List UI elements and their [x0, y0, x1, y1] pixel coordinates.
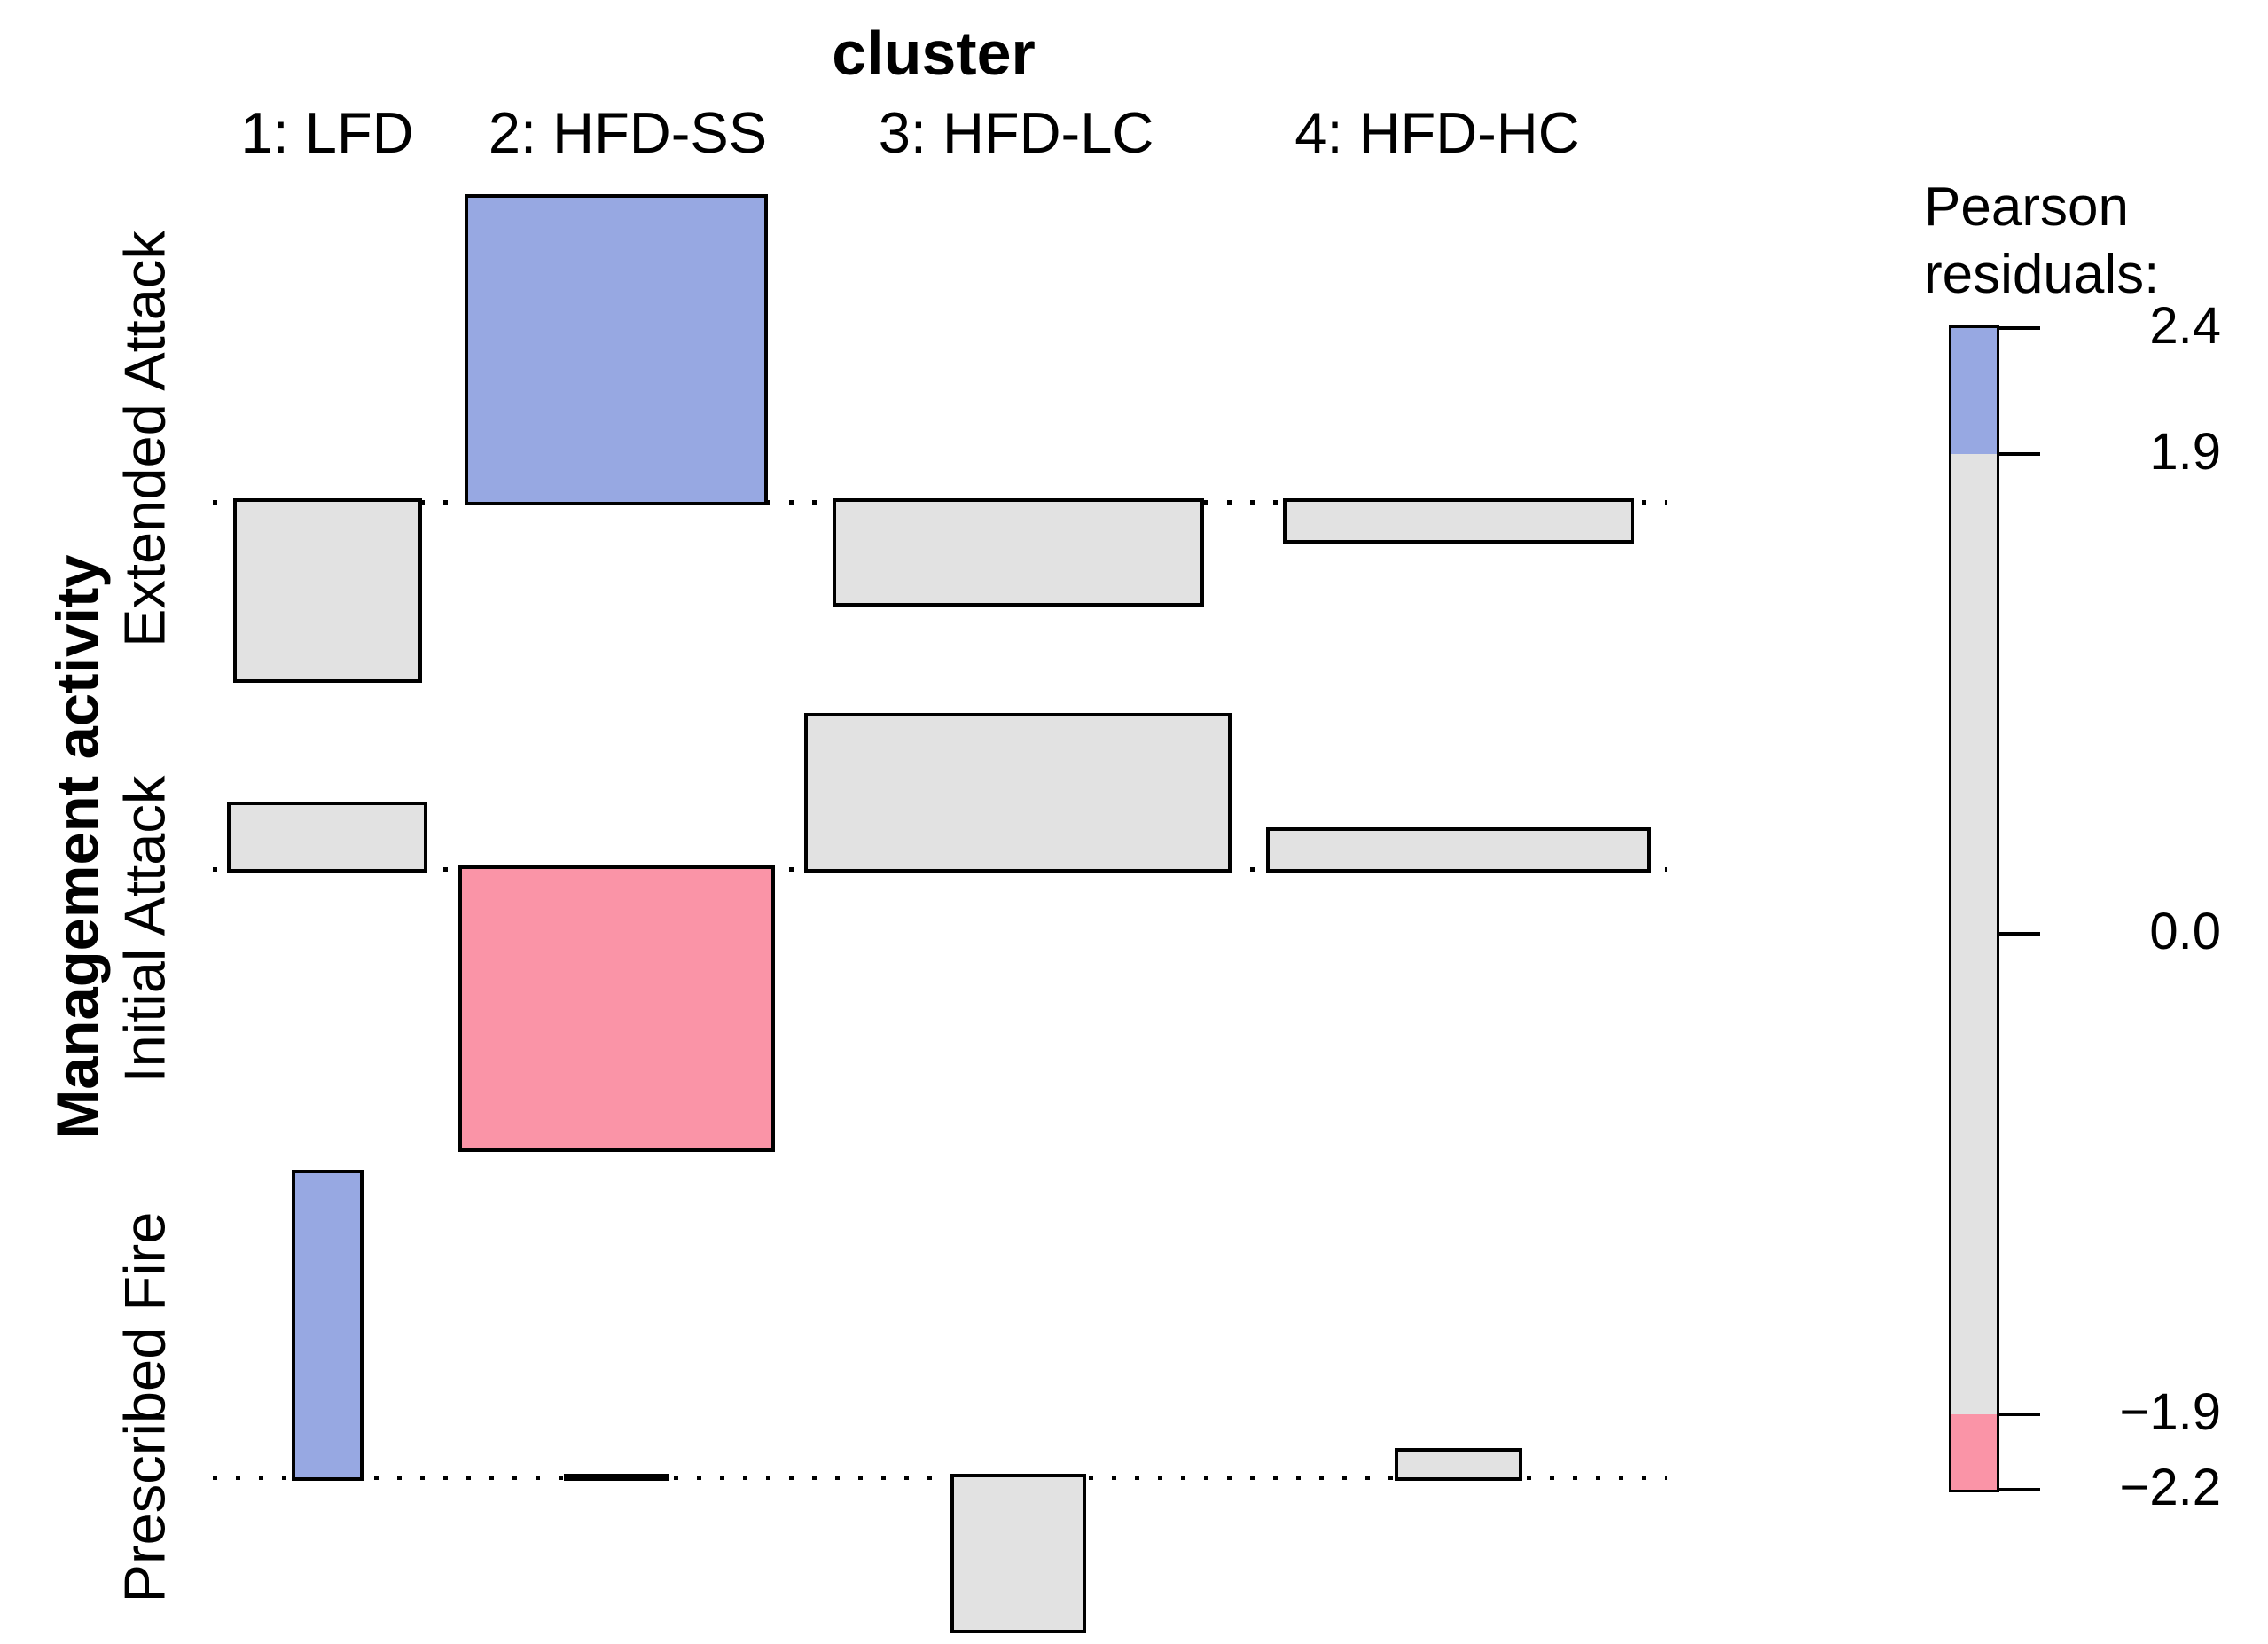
assoc-cell-extended-attack-4-hfd-hc [1283, 498, 1634, 544]
legend-bar [1949, 325, 1999, 1492]
baseline-prescribed-fire [213, 1476, 1667, 1480]
assoc-cell-prescribed-fire-4-hfd-hc [1395, 1448, 1522, 1481]
row-label-prescribed-fire: Prescribed Fire [112, 1211, 177, 1603]
assoc-cell-extended-attack-1-lfd [233, 498, 422, 683]
assoc-cell-extended-attack-3-hfd-lc [833, 498, 1204, 607]
legend-tick-0.0 [1999, 932, 2040, 936]
assoc-cell-initial-attack-2-hfd-ss [458, 865, 775, 1152]
assoc-cell-extended-attack-2-hfd-ss [465, 194, 768, 505]
legend-title: Pearson residuals: [1924, 176, 2160, 305]
assoc-cell-initial-attack-4-hfd-hc [1266, 827, 1651, 873]
row-label-extended-attack: Extended Attack [112, 231, 177, 647]
y-axis-label: Management activity [44, 554, 112, 1139]
column-label-3-hfd-lc: 3: HFD-LC [878, 100, 1154, 165]
legend-tick-label-0.0: 0.0 [2149, 903, 2221, 960]
legend-tick-−2.2 [1999, 1488, 2040, 1491]
legend-tick-2.4 [1999, 326, 2040, 330]
legend-tick-−1.9 [1999, 1413, 2040, 1416]
legend-tick-label-1.9: 1.9 [2149, 423, 2221, 481]
legend-segment-positive [1951, 328, 1997, 454]
chart-title: cluster [832, 19, 1036, 88]
legend-segment-negative [1951, 1414, 1997, 1490]
row-label-initial-attack: Initial Attack [112, 775, 177, 1084]
legend-tick-label-−1.9: −1.9 [2119, 1383, 2222, 1441]
assoc-cell-initial-attack-3-hfd-lc [804, 713, 1232, 873]
legend-tick-1.9 [1999, 452, 2040, 456]
column-label-1-lfd: 1: LFD [240, 100, 414, 165]
legend-segment-neutral [1951, 454, 1997, 1414]
column-label-2-hfd-ss: 2: HFD-SS [488, 100, 768, 165]
assoc-cell-prescribed-fire-2-hfd-ss [564, 1474, 669, 1481]
assoc-cell-initial-attack-1-lfd [227, 802, 427, 873]
assoc-cell-prescribed-fire-3-hfd-lc [950, 1474, 1086, 1633]
legend-tick-label-−2.2: −2.2 [2119, 1459, 2222, 1516]
legend-tick-label-2.4: 2.4 [2149, 297, 2221, 355]
column-label-4-hfd-hc: 4: HFD-HC [1294, 100, 1580, 165]
assoc-cell-prescribed-fire-1-lfd [292, 1170, 364, 1481]
